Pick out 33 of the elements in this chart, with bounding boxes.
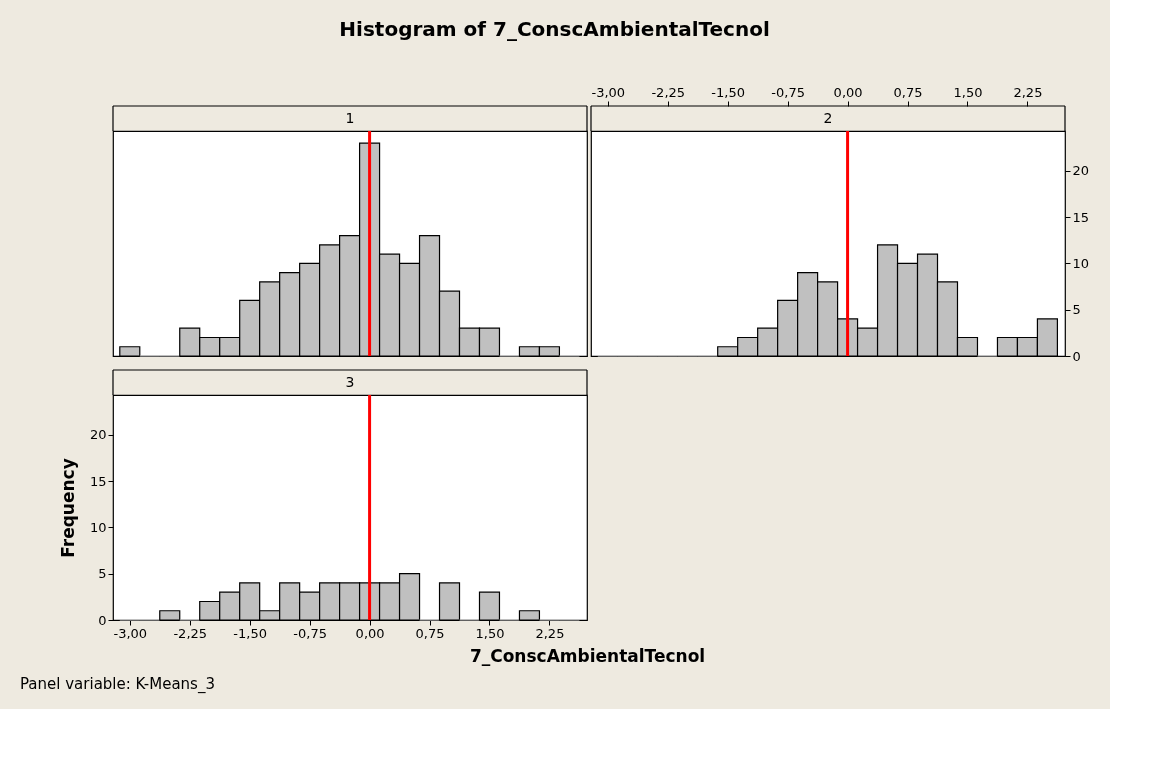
x-tick-label: 2,25 (535, 625, 565, 641)
y-axis-title: Frequency (57, 458, 78, 558)
x-tick-label: -3,00 (591, 84, 626, 100)
x-tick-label: -3,00 (113, 625, 148, 641)
y-tick-label: 20 (1072, 163, 1090, 179)
y-tick-label: 15 (89, 473, 107, 489)
y-tick-label: 0 (1072, 348, 1081, 364)
x-tick-label: -0,75 (771, 84, 805, 100)
y-tick-label: 5 (98, 566, 107, 582)
chart-subtitle: 1 (345, 109, 355, 126)
y-tick-label: 5 (1072, 302, 1081, 318)
x-tick-label: -1,50 (711, 84, 746, 100)
chart-title: Histogram of 7_ConscAmbientalTecnol (339, 17, 770, 42)
x-tick-label: -1,50 (233, 625, 267, 641)
chart-subtitle: 2 (823, 109, 833, 126)
x-tick-label: 1,50 (475, 625, 505, 641)
text: Panel variable: K-Means_3 (20, 675, 215, 694)
y-tick-label: 0 (98, 612, 107, 628)
y-tick-label: 15 (1072, 209, 1090, 225)
x-tick-label: -2,25 (173, 625, 208, 641)
x-tick-label: -0,75 (293, 625, 327, 641)
y-tick-label: 10 (1072, 255, 1090, 271)
y-tick-label: 10 (89, 519, 107, 535)
x-tick-label: 0,00 (833, 84, 863, 100)
x-tick-label: 0,75 (893, 84, 923, 100)
x-tick-label: 1,50 (953, 84, 983, 100)
x-tick-label: 2,25 (1013, 84, 1043, 100)
chart-subtitle: 3 (345, 373, 355, 390)
x-tick-label: -2,25 (651, 84, 686, 100)
y-tick-label: 20 (89, 427, 107, 443)
x-tick-label: 0,00 (355, 625, 385, 641)
x-tick-label: 0,75 (415, 625, 445, 641)
x-axis-title: 7_ConscAmbientalTecnol (469, 645, 706, 666)
